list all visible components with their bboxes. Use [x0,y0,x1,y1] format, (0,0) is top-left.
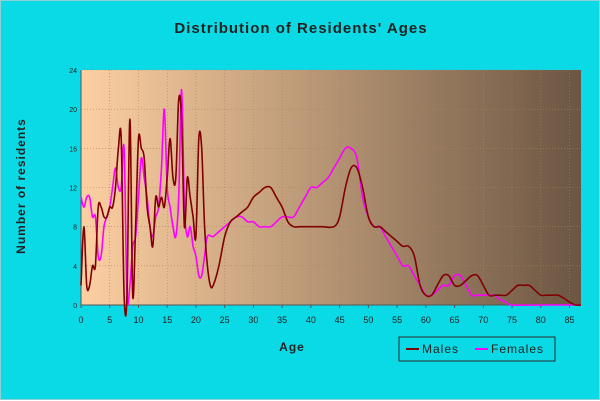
x-tick-label: 75 [507,315,517,325]
y-axis-label: Number of residents [14,118,28,254]
y-tick-label: 20 [69,107,77,114]
y-tick-label: 16 [69,146,77,153]
x-tick-label: 50 [363,315,373,325]
x-tick-label: 85 [564,315,574,325]
y-tick-label: 24 [69,68,77,75]
y-tick-label: 12 [69,186,77,193]
x-tick-label: 30 [248,315,258,325]
x-tick-label: 20 [191,315,201,325]
series-lines [80,88,582,317]
x-tick-label: 0 [78,315,83,325]
x-tick-label: 5 [107,315,112,325]
x-tick-label: 60 [421,315,431,325]
x-tick-label: 35 [277,315,287,325]
legend-label-females: Females [491,342,544,356]
x-tick-label: 45 [335,315,345,325]
x-tick-label: 40 [306,315,316,325]
x-tick-labels: 0 5 10 15 20 25 30 35 40 45 50 55 60 65 70 75 80 85 [78,305,575,325]
x-tick-label: 80 [536,315,546,325]
x-tick-label: 25 [220,315,230,325]
legend-label-males: Males [422,342,459,356]
chart-title: Distribution of Residents' Ages [174,20,427,37]
x-tick-label: 70 [478,315,488,325]
legend: Males Females [398,336,556,362]
x-tick-label: 15 [162,315,172,325]
x-tick-label: 55 [392,315,402,325]
y-tick-labels: 0 4 8 12 16 20 24 [69,68,77,310]
x-tick-label: 65 [450,315,460,325]
y-tick-label: 8 [73,225,77,232]
series-line-males [80,94,582,317]
x-tick-label: 10 [133,315,143,325]
y-tick-label: 4 [73,264,77,271]
y-tick-label: 0 [73,303,77,310]
x-axis-label: Age [279,340,305,354]
